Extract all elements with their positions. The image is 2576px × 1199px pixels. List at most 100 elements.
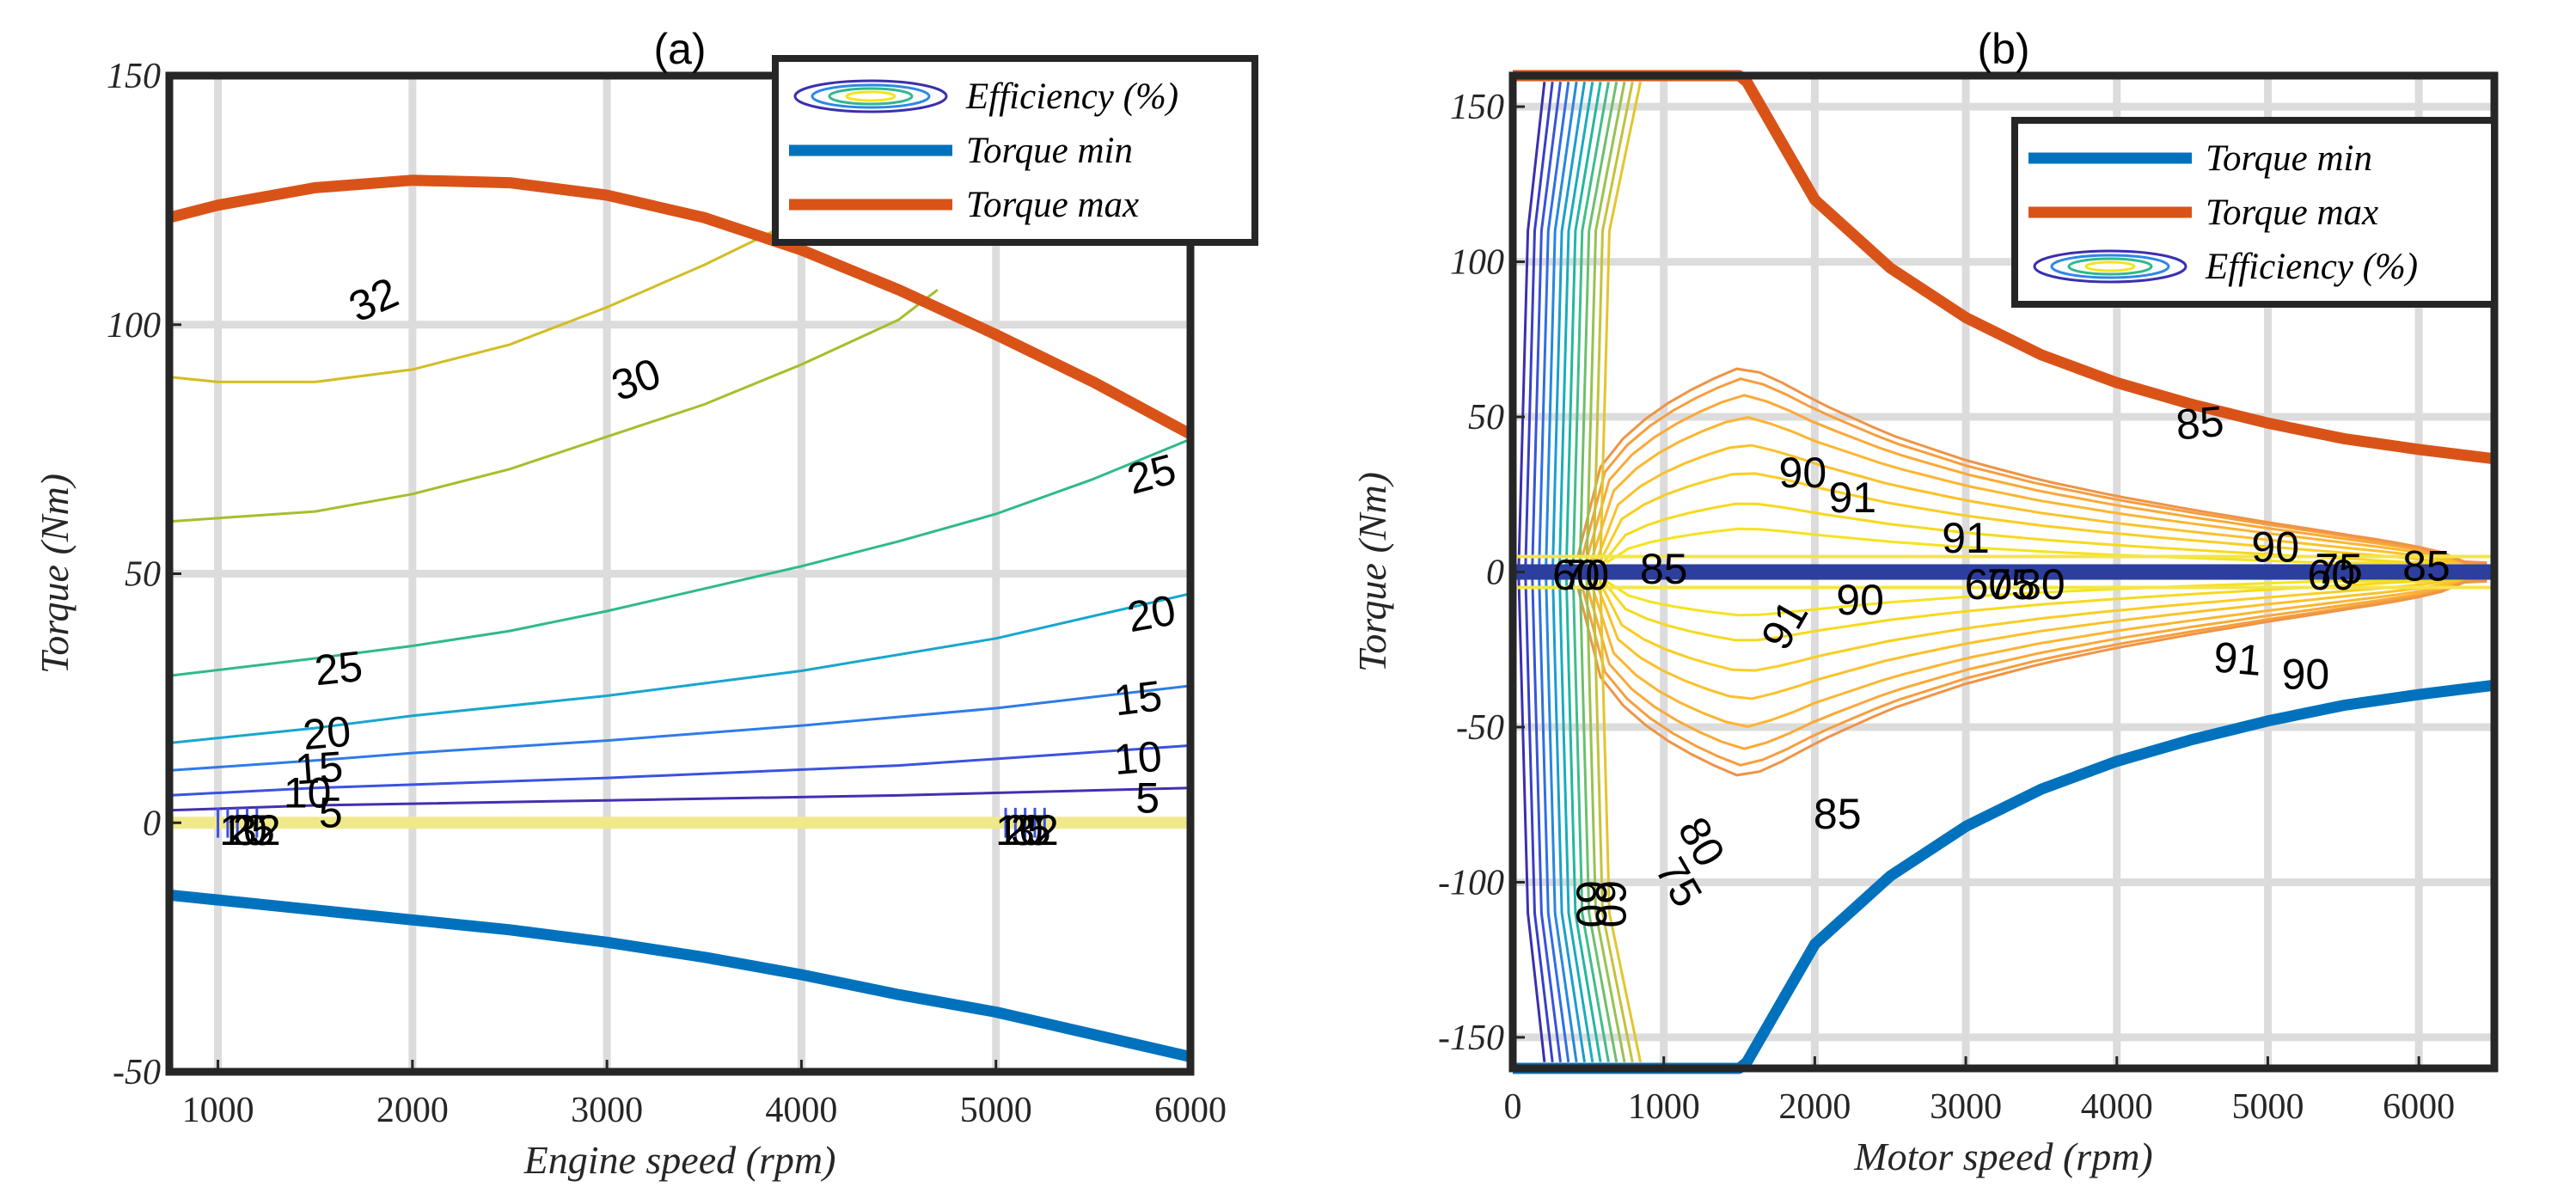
contour-b-steep-bottom-8 — [1571, 578, 1610, 1063]
contour-b-loop-top-4 — [1589, 415, 2487, 565]
contour-label-a-5: 20 — [301, 707, 352, 760]
legend-b-efficiency-label: Efficiency (%) — [2205, 247, 2418, 287]
contour-b-steep-bottom-5 — [1551, 578, 1586, 1063]
y-tick-b-0: -150 — [1438, 1019, 1504, 1058]
ticks-a: 1000 2000 3000 4000 5000 6000 -50 0 50 100 150 — [107, 57, 1227, 1130]
contour-b-loop-bottom-6 — [1581, 579, 2487, 767]
y-tick-a-1: 0 — [143, 804, 161, 843]
contour-b-steep-top-1 — [1524, 82, 1554, 566]
contour-b-loop-top-3 — [1594, 444, 2487, 565]
contour-b-loop-bottom-5 — [1585, 579, 2487, 750]
y-tick-b-5: 100 — [1450, 243, 1504, 283]
contour-label-b-18: 85 — [1814, 790, 1862, 838]
contour-b-steep-bottom-0 — [1517, 578, 1546, 1062]
contour-b-steep-top-10 — [1585, 81, 1626, 566]
y-tick-b-4: 50 — [1468, 398, 1504, 437]
contour-label-a-17: 10 — [995, 806, 1043, 854]
contour-b-steep-bottom-7 — [1564, 578, 1602, 1063]
contour-b-steep-top-0 — [1517, 82, 1546, 566]
legend-a-efficiency-swatch-ring-3 — [845, 90, 896, 102]
x-tick-a-5: 6000 — [1154, 1091, 1227, 1130]
legend-a-efficiency-swatch-ring-2 — [828, 87, 914, 106]
legend-b-efficiency-swatch-ring-2 — [2067, 257, 2153, 276]
contour-b-steep-bottom-11 — [1592, 578, 1634, 1063]
contour-b-steep-top-3 — [1538, 81, 1570, 566]
contour-b-steep-top-12 — [1599, 81, 1643, 566]
contour-a-5-6 — [168, 786, 1191, 812]
contour-label-a-14: 10 — [219, 806, 267, 854]
x-tick-a-3: 4000 — [765, 1091, 837, 1130]
contour-label-b-13: 80 — [2017, 560, 2065, 609]
contour-label-b-0: 85 — [2174, 397, 2225, 450]
legend-b-efficiency-swatch-ring-0 — [2033, 249, 2187, 284]
legend-a-efficiency-swatch-ring-1 — [811, 83, 931, 109]
legend-b-min-label: Torque min — [2206, 138, 2372, 179]
contours-a — [168, 216, 1191, 838]
contour-a-32-0 — [168, 216, 803, 383]
y-tick-a-4: 150 — [107, 57, 161, 96]
contours-b — [1513, 81, 2494, 1063]
contour-b-loop-bottom-7 — [1576, 579, 2487, 777]
contour-label-b-6: 85 — [2402, 541, 2451, 590]
legend-a-efficiency-label: Efficiency (%) — [965, 76, 1178, 117]
x-axis-label-a: Engine speed (rpm) — [523, 1138, 836, 1182]
torque-min-line-b — [1513, 679, 2495, 1074]
contour-label-b-21: 60 — [1587, 880, 1635, 928]
axes-frame-b — [1508, 71, 2499, 1073]
contour-b-steep-top-4 — [1545, 81, 1578, 566]
contour-b-loop-bottom-1 — [1602, 579, 2487, 642]
contour-label-b-10: 75 — [2315, 545, 2363, 593]
contour-b-steep-top-7 — [1564, 81, 1602, 566]
contour-label-b-7: 60 — [1552, 551, 1600, 599]
legend-a-efficiency-swatch-ring-0 — [793, 79, 948, 113]
contour-b-steep-top-6 — [1558, 81, 1594, 566]
contour-label-b-12: 75 — [1987, 560, 2035, 609]
contour-b-steep-bottom-3 — [1538, 578, 1570, 1063]
contour-b-steep-top-8 — [1571, 81, 1610, 566]
contour-label-a-4: 20 — [1123, 585, 1179, 641]
contour-label-a-7: 15 — [294, 743, 345, 794]
contour-b-steep-bottom-9 — [1578, 578, 1618, 1063]
contour-label-b-9: 60 — [2307, 551, 2355, 599]
contour-label-b-8: 70 — [1562, 551, 1610, 599]
contour-b-loop-top-7 — [1576, 367, 2487, 565]
contour-label-b-16: 91 — [2212, 633, 2263, 685]
y-tick-b-2: -50 — [1456, 708, 1504, 748]
x-tick-a-0: 1000 — [182, 1091, 254, 1130]
axes-frame-a — [165, 71, 1195, 1076]
contour-label-b-14: 90 — [1836, 576, 1884, 624]
contour-b-loop-bottom-3 — [1594, 579, 2487, 700]
x-axis-label-b: Motor speed (rpm) — [1853, 1135, 2153, 1178]
legend-a-min-label: Torque min — [966, 131, 1133, 171]
x-tick-b-6: 6000 — [2383, 1087, 2455, 1127]
torque-max-line-a — [168, 174, 1194, 439]
y-tick-a-3: 100 — [107, 306, 161, 346]
x-tick-b-0: 0 — [1504, 1087, 1522, 1127]
contour-label-b-17: 90 — [2282, 651, 2330, 699]
contour-label-b-1: 90 — [1779, 449, 1827, 497]
torque-min-line-a — [168, 889, 1192, 1062]
contour-a-30-1 — [168, 289, 939, 523]
contour-label-a-3: 25 — [312, 642, 364, 695]
torque-max-line-b — [1513, 70, 2495, 465]
x-tick-a-4: 5000 — [960, 1091, 1032, 1130]
contour-b-loop-top-1 — [1602, 502, 2487, 565]
contour-a-20-3 — [168, 592, 1191, 744]
y-axis-label-a: Torque (Nm) — [33, 474, 76, 674]
x-tick-b-3: 3000 — [1930, 1087, 2002, 1127]
contour-b-loop-bottom-2 — [1598, 579, 2487, 672]
efficiency-zero-band-b — [1513, 564, 2494, 580]
contour-b-steep-top-5 — [1551, 81, 1586, 566]
y-tick-a-2: 50 — [125, 555, 161, 595]
contour-b-steep-top-9 — [1578, 81, 1618, 566]
contour-b-loop-top-0 — [1606, 527, 2487, 565]
legend-a-max-label: Torque max — [966, 185, 1139, 225]
contour-b-loop-top-2 — [1598, 472, 2487, 565]
y-tick-b-6: 150 — [1450, 88, 1504, 127]
contour-label-a-10: 5 — [1135, 774, 1160, 822]
y-tick-a-0: -50 — [113, 1053, 161, 1092]
